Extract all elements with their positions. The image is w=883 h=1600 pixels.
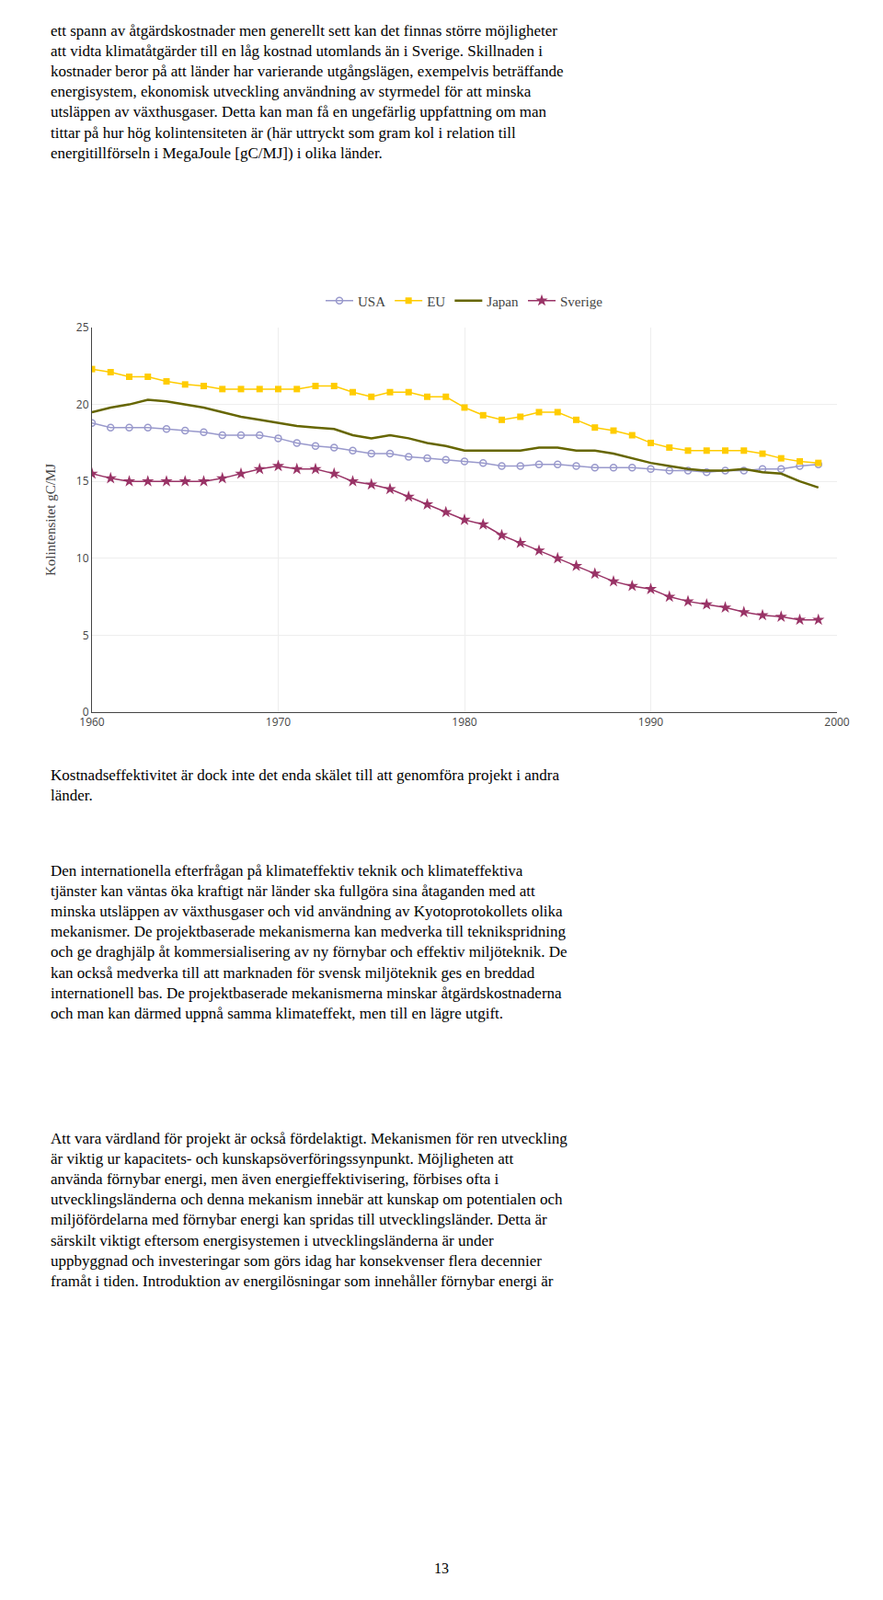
svg-text:Den internationella efterfråga: Den internationella efterfrågan på klima… — [50, 861, 567, 1022]
svg-text:Att vara värdland för projekt: Att vara värdland för projekt är också f… — [50, 1129, 568, 1290]
svg-text:1980: 1980 — [451, 713, 478, 730]
svg-text:1990: 1990 — [638, 713, 665, 730]
svg-text:Japan: Japan — [486, 294, 519, 310]
svg-text:Kostnadseffektivitet är dock i: Kostnadseffektivitet är dock inte det en… — [50, 766, 560, 804]
svg-text:2000: 2000 — [824, 713, 850, 730]
svg-text:10: 10 — [76, 550, 90, 566]
svg-text:0: 0 — [82, 703, 90, 720]
svg-text:USA: USA — [357, 294, 386, 310]
svg-text:13: 13 — [434, 1559, 449, 1576]
svg-text:Kolintensitet gC/MJ: Kolintensitet gC/MJ — [43, 463, 58, 576]
svg-text:1960: 1960 — [79, 713, 105, 730]
svg-text:5: 5 — [82, 627, 90, 643]
svg-text:EU: EU — [426, 294, 446, 310]
svg-text:25: 25 — [76, 319, 90, 335]
svg-text:Sverige: Sverige — [560, 294, 603, 310]
svg-text:1970: 1970 — [265, 713, 292, 730]
svg-text:20: 20 — [76, 396, 90, 413]
svg-text:ett spann av åtgärdskostnader: ett spann av åtgärdskostnader men genere… — [50, 22, 564, 162]
svg-text:15: 15 — [76, 472, 90, 489]
